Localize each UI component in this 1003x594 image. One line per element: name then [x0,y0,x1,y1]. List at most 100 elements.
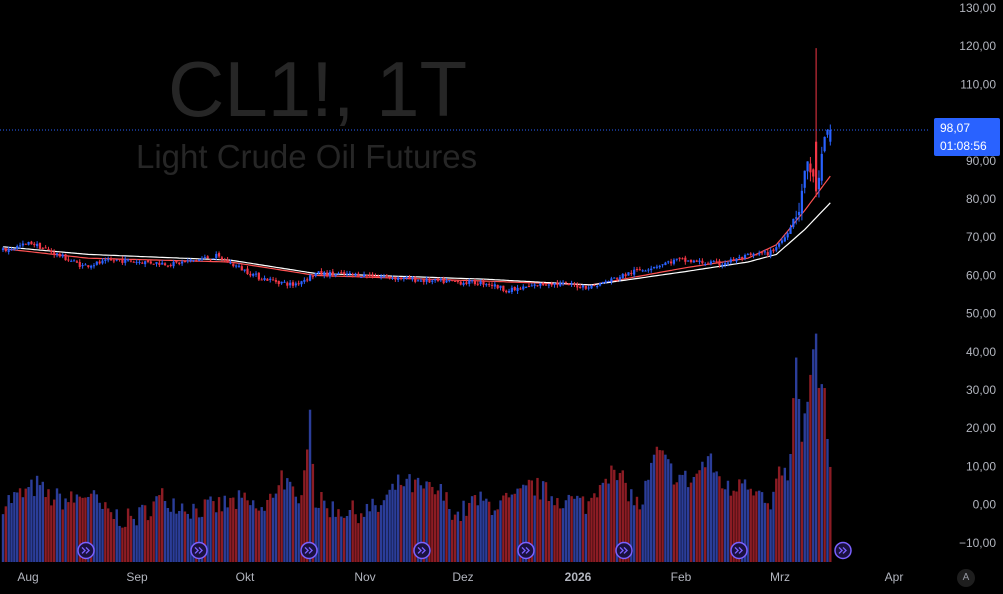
candle-body [274,280,278,282]
double-chevron-right-icon[interactable] [615,541,633,560]
volume-bar [613,469,616,562]
candle-body [382,276,386,278]
candle-body [533,284,536,286]
candle-body [453,280,457,282]
candle-body [271,279,275,281]
volume-bar [379,505,383,562]
candle-body [778,243,781,247]
volume-bar [394,489,397,562]
candle-body [641,270,644,272]
candle-body [428,278,431,283]
candle-body [64,254,67,261]
candle-body [47,249,50,251]
candle-body [792,218,795,228]
volume-bar [78,496,81,562]
volume-bar [402,486,406,562]
volume-bar [490,515,494,562]
auto-scale-button[interactable]: A [957,569,975,587]
candle-body [90,265,93,268]
volume-bar [701,461,704,562]
volume-bar [567,494,570,562]
candle-body [362,274,366,277]
price-tick-label: 80,00 [966,192,996,206]
candle-body [101,260,104,264]
candle-body [493,284,496,287]
candle-body [195,260,198,262]
double-chevron-right-icon[interactable] [77,541,95,560]
candle-body [181,261,184,264]
candle-body [775,247,778,251]
volume-bar [684,470,687,562]
double-chevron-right-icon[interactable] [190,541,208,560]
volume-bar [416,477,420,562]
volume-bar [33,496,36,562]
volume-bar [462,500,465,562]
candle-body [470,280,474,282]
candle-body [220,257,224,260]
candle-body [820,153,823,181]
candle-body [760,252,764,254]
candle-body [249,273,252,276]
candle-body [701,260,704,264]
candle-body [115,259,118,261]
volume-bar [109,512,113,562]
volume-bar [4,506,8,562]
volume-bar [439,483,443,562]
candle-body [633,269,636,275]
volume-bar [143,505,147,562]
candle-body [206,256,209,259]
volume-bar [197,517,201,562]
volume-bar [348,509,352,562]
candle-body [627,272,630,276]
volume-bar [342,517,346,562]
volume-bar [166,507,170,562]
candle-body [314,272,317,277]
candle-body [823,136,826,152]
volume-bar [354,514,357,562]
volume-bar [391,483,394,562]
double-chevron-right-icon[interactable] [517,541,535,560]
volume-bar [132,518,135,562]
candle-body [598,283,602,286]
candle-body [78,261,81,267]
candle-body [590,285,593,289]
candle-body [368,275,371,277]
volume-bar [129,515,133,562]
candle-body [576,285,579,288]
double-chevron-right-icon[interactable] [730,541,748,560]
volume-bar [647,479,650,562]
candle-body [482,280,485,285]
candle-body [752,253,755,256]
candle-body [584,285,587,289]
volume-bar [200,516,204,562]
candle-body [516,287,519,292]
volume-bar [445,492,448,562]
volume-bar [428,482,431,562]
candle-body [451,279,454,282]
price-tick-label: 90,00 [966,154,996,168]
volume-bar [621,470,624,562]
volume-bar [251,500,255,562]
volume-bar [780,475,784,562]
volume-bar [58,493,62,562]
candle-body [391,277,394,279]
candle-body [664,262,667,266]
candle-body [553,283,556,285]
double-chevron-right-icon[interactable] [300,541,318,560]
volume-bar [553,505,556,562]
volume-bar [712,472,715,562]
candle-body [712,261,715,263]
time-tick-label: Apr [885,570,904,584]
volume-bar [297,503,300,562]
volume-bar [16,492,19,562]
volume-bar [601,482,605,562]
volume-bar [220,511,224,562]
volume-bar [84,497,87,562]
candle-body [769,250,772,256]
double-chevron-right-icon[interactable] [413,541,431,560]
double-chevron-right-icon[interactable] [834,541,852,560]
candle-body [587,287,590,289]
volume-bar [351,500,354,562]
volume-bar [115,509,118,562]
